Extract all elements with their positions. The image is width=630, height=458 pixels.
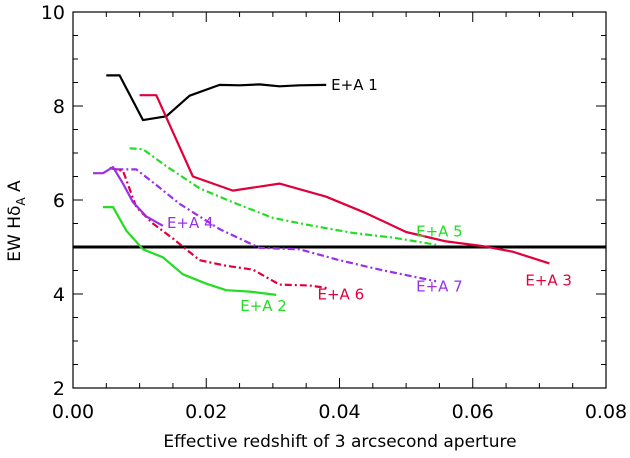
y-axis-title-subscript: A [14,197,28,206]
y-axis-title-greek: δ [5,206,25,216]
series-label-e-a-7: E+A 7 [416,277,463,295]
x-tick-label: 0.00 [52,401,94,423]
y-axis-title: EW HδA A [5,180,28,262]
series-label-e-a-4: E+A 4 [167,214,214,232]
series-layer [93,74,550,296]
series-line-e-a-7 [116,168,437,283]
plot-frame [72,11,607,389]
y-axis-title-suffix: A [5,180,25,197]
y-tick-label: 4 [53,284,65,306]
series-label-e-a-1: E+A 1 [331,76,378,94]
y-tick-label: 2 [53,378,65,400]
x-axis-title: Effective redshift of 3 arcsecond apertu… [163,432,516,452]
series-label-e-a-3: E+A 3 [525,271,572,289]
y-tick-label: 6 [53,190,65,212]
tick-labels-layer: 0.00 0.02 0.04 0.06 0.08 2 4 6 8 10 [41,2,627,423]
series-line-e-a-1 [106,74,327,122]
ticks-layer [72,11,607,389]
y-tick-label: 10 [41,2,65,24]
y-tick-label: 8 [53,96,65,118]
x-tick-label: 0.08 [585,401,627,423]
series-line-e-a-5 [129,147,437,246]
series-line-e-a-3 [139,94,550,265]
y-axis-title-prefix: EW H [5,216,25,262]
series-labels-layer: E+A 1 E+A 3 E+A 5 E+A 7 E+A 6 E+A 4 E+A 2 [167,76,572,315]
series-label-e-a-5: E+A 5 [416,223,463,241]
x-tick-label: 0.04 [318,401,360,423]
series-label-e-a-2: E+A 2 [240,297,287,315]
series-line-e-a-2 [103,206,277,296]
x-tick-label: 0.06 [452,401,494,423]
series-line-e-a-6 [109,166,330,290]
series-line-e-a-4 [93,166,164,227]
series-label-e-a-6: E+A 6 [318,285,365,303]
x-tick-label: 0.02 [185,401,227,423]
